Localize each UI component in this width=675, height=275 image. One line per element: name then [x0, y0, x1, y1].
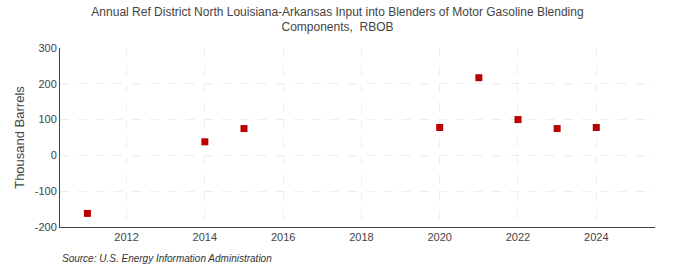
svg-text:2020: 2020 — [427, 231, 451, 243]
svg-text:2016: 2016 — [271, 231, 295, 243]
svg-text:200: 200 — [38, 78, 56, 90]
svg-text:0: 0 — [51, 149, 57, 161]
svg-text:300: 300 — [38, 42, 56, 54]
svg-text:Source: U.S. Energy Informatio: Source: U.S. Energy Information Administ… — [62, 253, 272, 264]
svg-text:Annual Ref District North Loui: Annual Ref District North Louisiana-Arka… — [91, 5, 583, 35]
svg-text:2022: 2022 — [506, 231, 530, 243]
svg-text:2012: 2012 — [114, 231, 138, 243]
svg-text:2014: 2014 — [193, 231, 217, 243]
svg-text:2024: 2024 — [584, 231, 608, 243]
svg-text:100: 100 — [38, 113, 56, 125]
svg-text:-100: -100 — [35, 185, 57, 197]
svg-text:2018: 2018 — [349, 231, 373, 243]
svg-text:-200: -200 — [35, 221, 57, 233]
svg-text:Thousand Barrels: Thousand Barrels — [12, 86, 27, 189]
